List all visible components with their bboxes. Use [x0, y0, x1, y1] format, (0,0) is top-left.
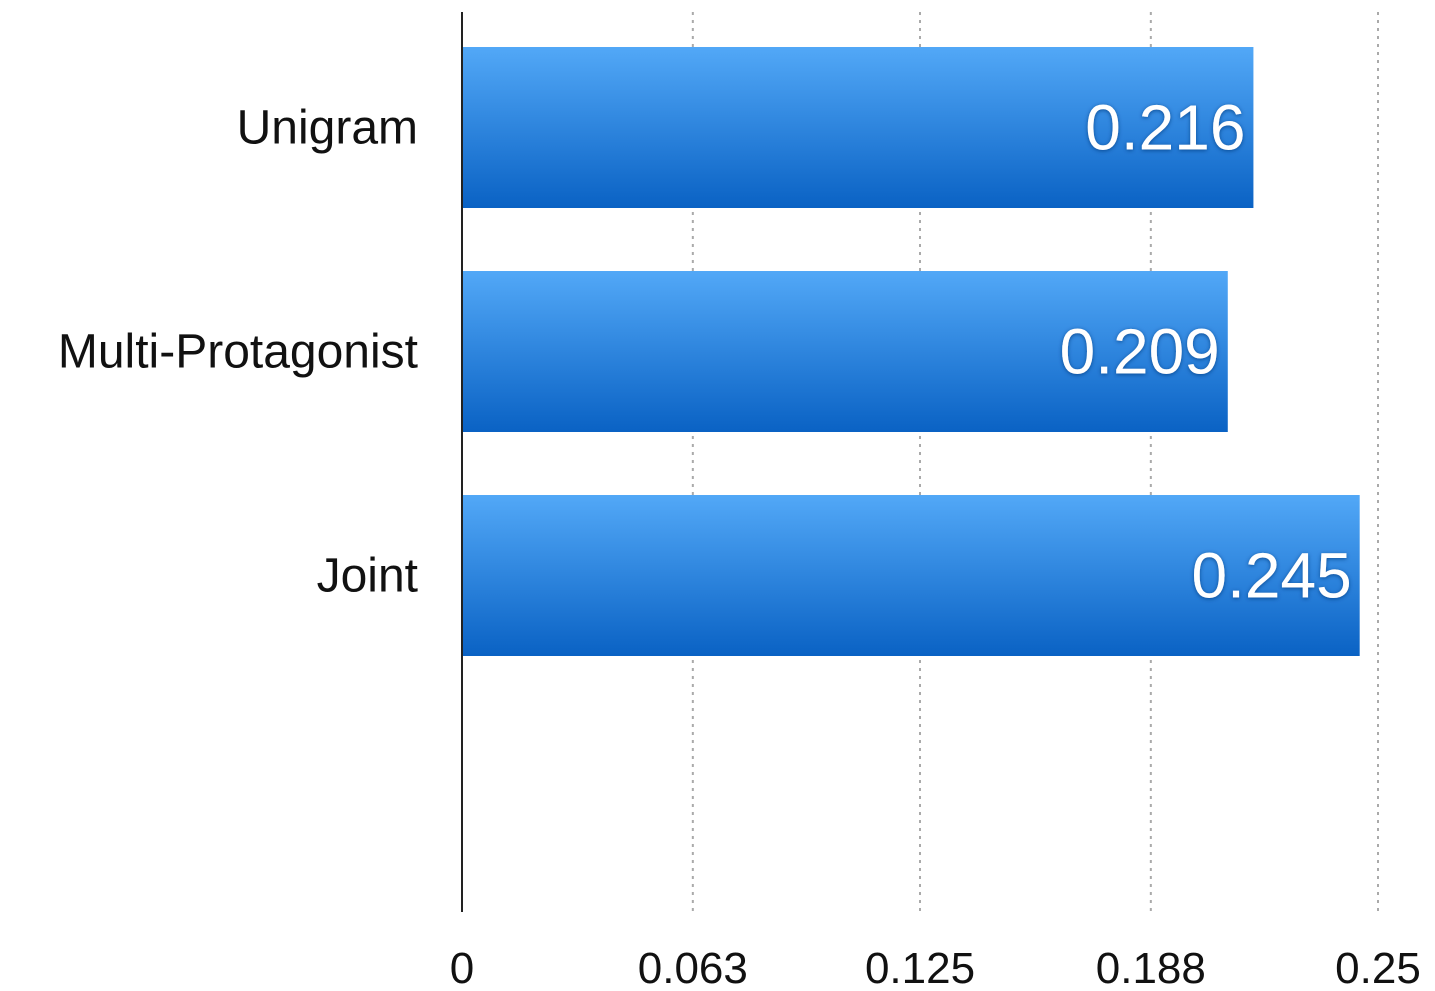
x-tick-label-0: 0 — [450, 944, 474, 991]
x-tick-label-1: 0.063 — [638, 944, 748, 991]
x-tick-label-3: 0.188 — [1096, 944, 1206, 991]
category-label-0: Unigram — [237, 102, 418, 155]
x-tick-labels: 0 0.063 0.125 0.188 0.25 — [450, 944, 1421, 991]
category-label-1: Multi-Protagonist — [58, 326, 418, 379]
gridlines — [691, 12, 1379, 912]
bar-unigram — [462, 47, 1254, 208]
category-labels: Unigram Multi-Protagonist Joint — [58, 102, 418, 603]
bar-multi-protagonist — [462, 271, 1228, 432]
category-label-2: Joint — [317, 550, 418, 603]
data-label-1: 0.209 — [1060, 316, 1220, 388]
x-tick-label-2: 0.125 — [865, 944, 975, 991]
data-label-0: 0.216 — [1085, 92, 1245, 164]
data-label-2: 0.245 — [1192, 540, 1352, 612]
x-tick-label-4: 0.25 — [1335, 944, 1421, 991]
bars: 0.216 0.209 0.245 — [462, 47, 1360, 656]
bar-joint — [462, 495, 1360, 656]
